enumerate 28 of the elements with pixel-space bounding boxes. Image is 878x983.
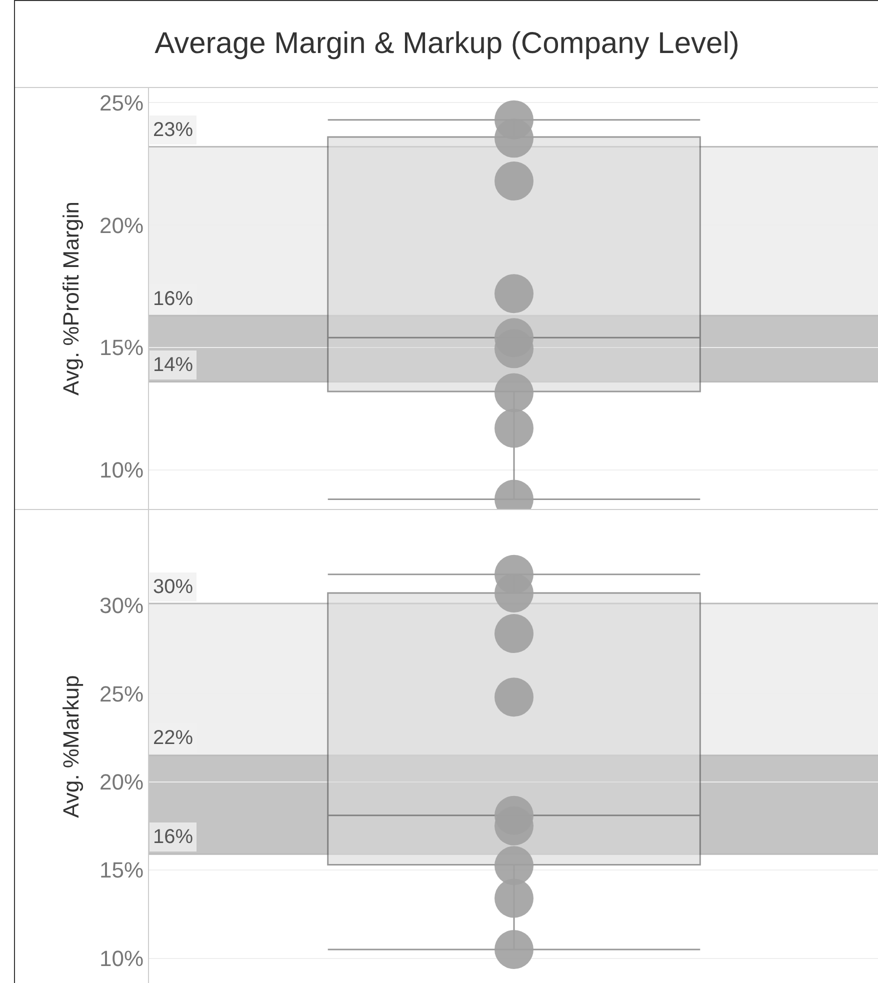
point xyxy=(494,373,534,412)
y-axis-title: Avg. %Markup xyxy=(58,675,84,818)
ref-line-label: 22% xyxy=(153,727,194,749)
y-tick-label: 15% xyxy=(100,335,144,360)
y-tick-label: 30% xyxy=(100,593,144,618)
point xyxy=(494,573,534,612)
ref-line-label: 23% xyxy=(153,119,194,141)
ref-line-label: 30% xyxy=(153,576,194,598)
y-tick-label: 20% xyxy=(100,770,144,794)
point xyxy=(494,930,534,969)
y-tick-label: 25% xyxy=(100,90,144,116)
y-tick-label: 25% xyxy=(100,681,144,706)
point xyxy=(494,614,534,654)
ref-line-label: 14% xyxy=(153,354,194,376)
y-tick-label: 15% xyxy=(100,858,144,883)
point xyxy=(494,162,534,200)
chart-title: Average Margin & Markup (Company Level) xyxy=(15,0,878,88)
point xyxy=(494,878,534,918)
point xyxy=(494,274,534,314)
point xyxy=(494,408,534,448)
y-axis-title: Avg. %Profit Margin xyxy=(58,201,84,396)
ref-line-label: 16% xyxy=(153,288,194,310)
y-tick-label: 20% xyxy=(100,212,144,238)
point xyxy=(494,678,534,717)
y-tick-label: 10% xyxy=(100,946,144,971)
y-tick-label: 10% xyxy=(100,458,144,483)
ref-line-label: 16% xyxy=(153,826,194,848)
point xyxy=(494,118,534,158)
